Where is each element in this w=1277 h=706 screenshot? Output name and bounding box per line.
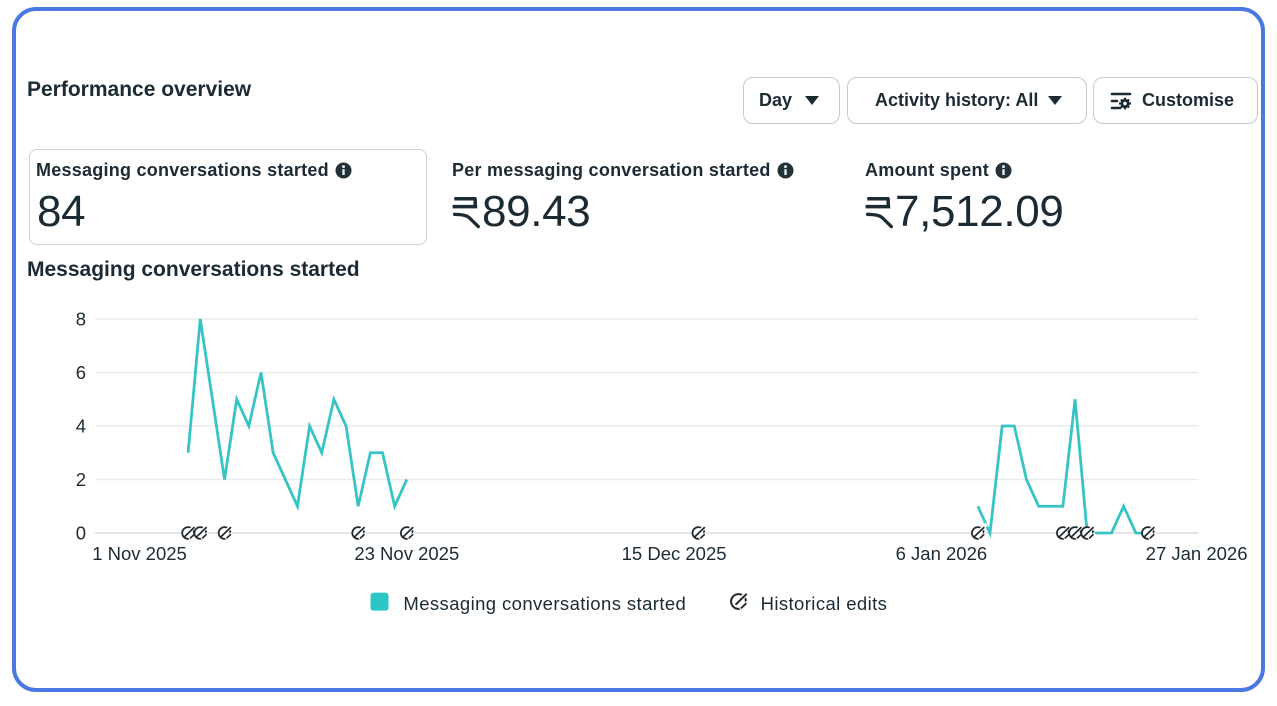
svg-text:27 Jan 2026: 27 Jan 2026 (1146, 543, 1248, 564)
svg-text:2: 2 (76, 469, 86, 490)
svg-text:Messaging conversations starte: Messaging conversations started (403, 593, 686, 614)
svg-text:4: 4 (76, 416, 86, 437)
svg-text:6 Jan 2026: 6 Jan 2026 (896, 543, 988, 564)
svg-text:1 Nov 2025: 1 Nov 2025 (92, 543, 187, 564)
svg-text:6: 6 (76, 362, 86, 383)
svg-text:15 Dec 2025: 15 Dec 2025 (622, 543, 727, 564)
svg-text:0: 0 (76, 523, 86, 544)
svg-text:8: 8 (76, 309, 86, 330)
svg-text:Historical edits: Historical edits (761, 593, 888, 614)
svg-text:23 Nov 2025: 23 Nov 2025 (354, 543, 459, 564)
